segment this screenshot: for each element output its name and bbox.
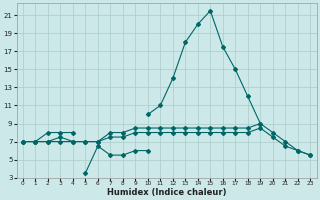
X-axis label: Humidex (Indice chaleur): Humidex (Indice chaleur) <box>107 188 226 197</box>
